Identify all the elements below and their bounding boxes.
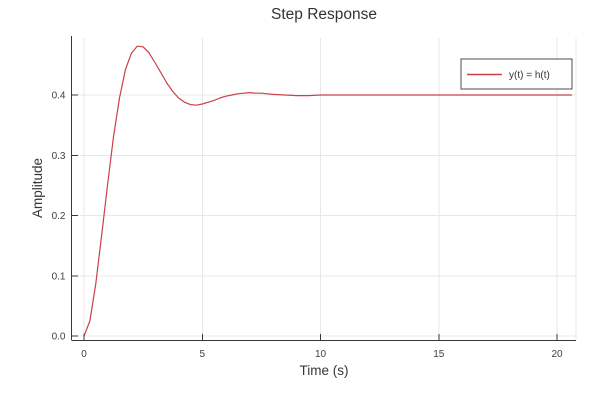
x-tick-label: 20	[551, 349, 563, 360]
x-tick-label: 10	[315, 349, 327, 360]
x-tick-label: 0	[81, 349, 87, 360]
tick-marks	[71, 94, 558, 340]
series-line-step-response	[83, 45, 572, 337]
legend-entry-label: y(t) = h(t)	[509, 70, 550, 81]
y-tick-label: 0.1	[52, 271, 66, 282]
y-tick-label: 0.4	[52, 91, 66, 102]
y-tick-label: 0.0	[52, 332, 66, 343]
y-tick-label: 0.3	[52, 151, 66, 162]
axis-spines	[71, 36, 576, 341]
chart-title: Step Response	[271, 6, 377, 23]
grid-lines	[71, 38, 577, 340]
x-axis-label: Time (s)	[300, 363, 349, 378]
x-tick-label: 5	[199, 349, 205, 360]
tick-labels: 0 5 10 15 20 0.0 0.1 0.2 0.3 0.4	[52, 91, 563, 361]
y-axis-label: Amplitude	[30, 158, 45, 218]
y-tick-label: 0.2	[52, 211, 66, 222]
legend: y(t) = h(t)	[460, 58, 573, 90]
x-tick-label: 15	[433, 349, 445, 360]
